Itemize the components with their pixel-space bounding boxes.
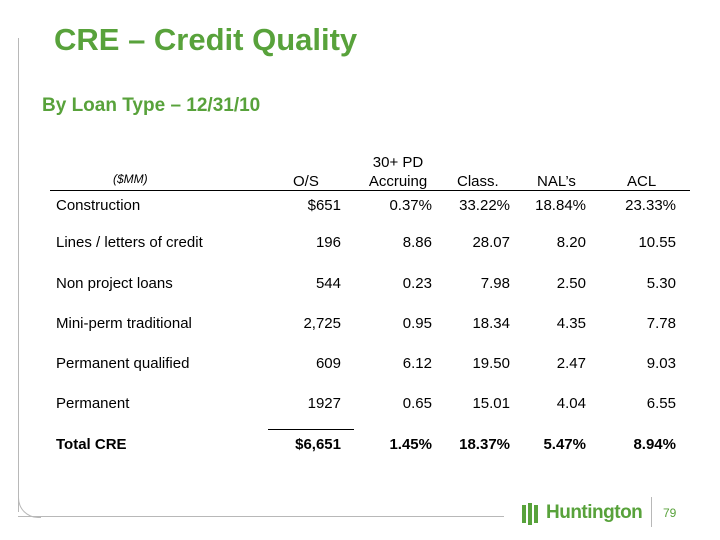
cell-class: 18.34 — [472, 315, 510, 332]
row-label: Permanent qualified — [56, 355, 190, 372]
cell-nal: 2.50 — [556, 275, 586, 292]
page-subtitle: By Loan Type – 12/31/10 — [42, 95, 261, 116]
cell-pd: 0.23 — [402, 275, 432, 292]
row-label: Non project loans — [56, 275, 173, 292]
logo-mark-icon — [522, 503, 542, 525]
col-header-nal: NAL’s — [537, 173, 576, 190]
col-header-os: O/S — [293, 173, 319, 190]
cell-acl: 9.03 — [646, 355, 676, 372]
col-header-pd-line1: 30+ PD — [372, 154, 424, 171]
row-label: Mini-perm traditional — [56, 315, 192, 332]
header-rule — [50, 190, 690, 191]
cell-acl: 6.55 — [646, 395, 676, 412]
total-acl: 8.94% — [633, 436, 676, 453]
cell-class: 33.22% — [459, 197, 510, 214]
row-label: Construction — [56, 197, 141, 214]
total-class: 18.37% — [459, 436, 510, 453]
cell-class: 19.50 — [472, 355, 510, 372]
row-label: Lines / letters of credit — [56, 234, 203, 251]
col-header-pd-line2: Accruing — [368, 173, 428, 190]
col-header-acl: ACL — [627, 173, 657, 190]
total-row: Total CRE $6,651 1.45% 18.37% 5.47% 8.94… — [0, 436, 720, 456]
bottom-border-rule — [18, 516, 504, 517]
units-label: ($MM) — [113, 172, 148, 186]
row-label: Permanent — [56, 395, 130, 412]
col-header-pd: 30+ PD Accruing — [358, 153, 438, 191]
col-header-class: Class. — [457, 173, 499, 190]
cell-os: 1927 — [307, 395, 341, 412]
cell-os: $651 — [307, 197, 341, 214]
logo-text: Huntington — [546, 502, 643, 523]
cell-os: 609 — [315, 355, 341, 372]
total-os: $6,651 — [295, 436, 341, 453]
total-nal: 5.47% — [543, 436, 586, 453]
page-title: CRE – Credit Quality — [54, 22, 358, 57]
total-rule — [268, 429, 354, 430]
cell-acl: 5.30 — [646, 275, 676, 292]
cell-pd: 8.86 — [402, 234, 432, 251]
border-corner — [18, 496, 41, 518]
cell-nal: 2.47 — [556, 355, 586, 372]
cell-class: 15.01 — [472, 395, 510, 412]
cell-os: 196 — [315, 234, 341, 251]
cell-acl: 10.55 — [638, 234, 676, 251]
cell-nal: 4.35 — [556, 315, 586, 332]
cell-class: 28.07 — [472, 234, 510, 251]
table-row: Permanent 1927 0.65 15.01 4.04 6.55 — [0, 395, 720, 415]
cell-acl: 23.33% — [625, 197, 676, 214]
cell-pd: 0.95 — [402, 315, 432, 332]
table-row: Lines / letters of credit 196 8.86 28.07… — [0, 234, 720, 254]
page-number: 79 — [663, 506, 677, 520]
footer-divider — [651, 497, 652, 527]
total-pd: 1.45% — [389, 436, 432, 453]
cell-acl: 7.78 — [646, 315, 676, 332]
cell-pd: 0.37% — [389, 197, 432, 214]
left-border-rule — [18, 38, 19, 512]
cell-nal: 8.20 — [556, 234, 586, 251]
cell-class: 7.98 — [480, 275, 510, 292]
cell-nal: 4.04 — [556, 395, 586, 412]
table-row: Construction $651 0.37% 33.22% 18.84% 23… — [0, 197, 720, 217]
table-row: Permanent qualified 609 6.12 19.50 2.47 … — [0, 355, 720, 375]
total-label: Total CRE — [56, 436, 127, 453]
cell-nal: 18.84% — [535, 197, 586, 214]
cell-pd: 6.12 — [402, 355, 432, 372]
table-row: Mini-perm traditional 2,725 0.95 18.34 4… — [0, 315, 720, 335]
cell-pd: 0.65 — [402, 395, 432, 412]
table-row: Non project loans 544 0.23 7.98 2.50 5.3… — [0, 275, 720, 295]
cell-os: 2,725 — [303, 315, 341, 332]
cell-os: 544 — [315, 275, 341, 292]
